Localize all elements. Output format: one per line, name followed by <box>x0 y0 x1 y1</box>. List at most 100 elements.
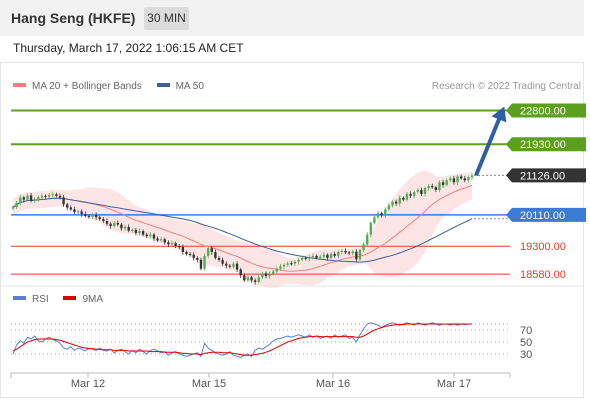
rsi-legend: RSI 9MA <box>13 294 103 305</box>
ma50-swatch <box>156 83 170 88</box>
candle-body <box>394 201 398 204</box>
candle-body <box>452 178 456 183</box>
candle-body <box>131 229 134 231</box>
candle-body <box>402 197 405 200</box>
candle-body <box>329 253 333 258</box>
candle-body <box>134 229 138 234</box>
candle-body <box>459 176 463 179</box>
candle-body <box>322 254 325 257</box>
level-label-21126-00: 21126.00 <box>520 170 565 182</box>
candle-body <box>373 217 376 223</box>
candle-body <box>366 234 369 245</box>
candle-body <box>427 186 430 189</box>
candle-body <box>87 215 91 217</box>
candle-body <box>420 190 423 194</box>
rsi-ma-legend-label: 9MA <box>82 294 104 305</box>
candle-body <box>214 252 217 258</box>
chart-datetime: Thursday, March 17, 2022 1:06:15 AM CET <box>13 41 244 55</box>
candle-body <box>33 198 36 201</box>
candle-body <box>449 178 452 181</box>
rsi-ma-swatch <box>63 296 77 301</box>
candle-body <box>15 202 18 208</box>
candle-body <box>116 222 119 225</box>
candle-body <box>199 259 203 269</box>
header-bar <box>0 0 584 36</box>
candle-body <box>217 257 221 260</box>
candle-body <box>275 268 279 272</box>
candle-body <box>456 176 459 183</box>
candle-body <box>297 259 300 262</box>
ma20-legend-label: MA 20 + Bollinger Bands <box>32 81 142 92</box>
x-tick-label: Mar 16 <box>316 378 350 390</box>
candle-body <box>29 195 33 201</box>
candle-body <box>293 261 297 264</box>
rsi-swatch <box>13 296 26 301</box>
candle-body <box>438 182 441 190</box>
ma50-legend-label: MA 50 <box>175 81 204 92</box>
candle-body <box>196 257 199 260</box>
candle-body <box>228 265 232 267</box>
candle-body <box>225 263 228 266</box>
candle-body <box>253 280 257 282</box>
candle-body <box>188 253 192 255</box>
level-label-21930-00: 21930.00 <box>520 139 566 151</box>
candle-body <box>163 239 166 243</box>
candle-body <box>152 234 156 239</box>
candle-body <box>304 257 307 259</box>
candle-body <box>351 251 354 254</box>
candle-body <box>409 193 412 196</box>
candle-body <box>94 214 98 218</box>
candle-body <box>326 254 329 258</box>
candle-body <box>300 257 304 260</box>
candle-body <box>333 253 336 256</box>
candle-body <box>431 186 434 188</box>
level-tag-22800-00 <box>506 103 586 118</box>
candle-body <box>340 250 344 253</box>
candle-body <box>279 266 282 269</box>
candle-body <box>405 193 409 200</box>
x-tick-label: Mar 15 <box>192 378 226 390</box>
candle-body <box>290 263 293 265</box>
candle-body <box>264 273 268 277</box>
candle-body <box>315 255 318 258</box>
candle-body <box>412 191 416 196</box>
candle-body <box>319 256 322 258</box>
candle-body <box>362 244 365 251</box>
candle-body <box>398 197 401 204</box>
candle-body <box>149 234 152 237</box>
candle-body <box>463 178 466 181</box>
candle-body <box>181 247 185 253</box>
candle-body <box>120 224 123 229</box>
candle-body <box>37 197 40 199</box>
candle-body <box>423 188 427 194</box>
timeframe-button[interactable]: 30 MIN <box>144 7 189 30</box>
candle-body <box>308 257 311 259</box>
candle-body <box>434 187 438 190</box>
candle-body <box>272 271 275 275</box>
candle-body <box>441 182 445 185</box>
level-tag-21126-00 <box>506 168 586 183</box>
chart-frame <box>0 62 584 398</box>
candle-body <box>69 207 73 210</box>
candle-body <box>102 219 105 222</box>
candle-body <box>19 197 22 203</box>
candle-body <box>311 255 315 258</box>
candle-body <box>26 195 29 200</box>
candle-body <box>384 209 387 216</box>
candle-body <box>105 221 109 224</box>
ma50-line <box>12 197 473 263</box>
candle-body <box>170 243 174 245</box>
candle-body <box>221 259 224 264</box>
candle-body <box>250 277 253 281</box>
x-tick-label: Mar 12 <box>71 378 105 390</box>
candle-body <box>47 195 51 197</box>
candle-body <box>55 194 58 196</box>
ma20-swatch <box>13 83 26 88</box>
candle-body <box>22 197 26 200</box>
instrument-title: Hang Seng (HKFE) <box>11 10 136 26</box>
candle-body <box>76 211 80 213</box>
candle-body <box>160 239 163 241</box>
candle-body <box>145 234 148 237</box>
candle-body <box>109 223 112 227</box>
